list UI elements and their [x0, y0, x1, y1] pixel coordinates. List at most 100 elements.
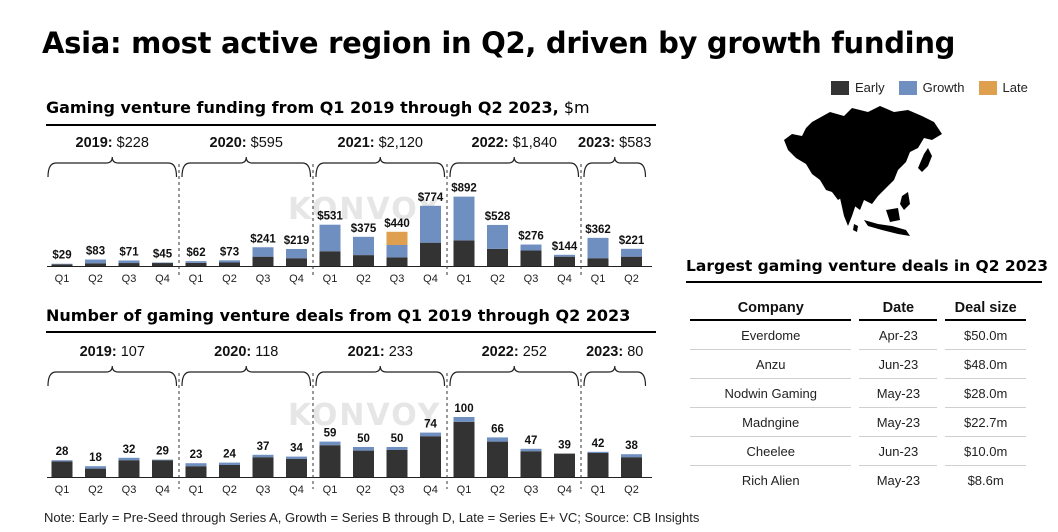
bar-segment-growth: [319, 441, 341, 446]
funding-title-rule: [46, 124, 656, 126]
bar-value-label: $71: [119, 246, 139, 258]
bar-segment-growth: [252, 454, 274, 458]
bar-segment-growth: [554, 254, 575, 257]
x-tick-label: Q1: [189, 484, 204, 496]
bar-segment-growth: [51, 460, 73, 462]
bar-value-label: 66: [491, 423, 504, 435]
year-label-year: 2022:: [482, 344, 519, 360]
bar-segment-early: [286, 258, 307, 266]
bar-value-label: 34: [290, 443, 303, 455]
bar-segment-early: [587, 258, 609, 266]
cell-company: Cheelee: [690, 437, 852, 466]
bar-segment-early: [152, 263, 173, 266]
bar-value-label: $45: [153, 249, 173, 261]
table-row: Everdome Apr-23 $50.0m: [690, 321, 1026, 350]
deals-table-rule: [686, 281, 1042, 283]
bar-value-label: 29: [156, 446, 169, 458]
x-tick-label: Q1: [591, 273, 606, 285]
year-label: 2020: 118: [214, 344, 278, 360]
table-row: Rich Alien May-23 $8.6m: [690, 466, 1026, 494]
cell-date: Jun-23: [859, 437, 938, 466]
bar-value-label: $774: [418, 192, 444, 204]
india-shape: [832, 192, 856, 226]
year-label: 2022: 252: [482, 344, 547, 360]
bar-value-label: $362: [585, 224, 611, 236]
indonesia-shape: [864, 220, 910, 236]
bar-segment-early: [118, 263, 140, 266]
asia-map-icon: [784, 106, 942, 236]
bar-value-label: 28: [56, 446, 69, 458]
x-tick-label: Q4: [155, 484, 170, 496]
bar-segment-growth: [286, 248, 307, 259]
cell-date: Apr-23: [859, 321, 938, 350]
year-label-total: 107: [117, 344, 145, 360]
legend-item-late: Late: [978, 80, 1028, 95]
funding-chart: 2019: $228 2020: $595 2021: $2,120 2022: $1…: [47, 135, 652, 285]
bar-segment-early: [51, 461, 73, 477]
year-label-year: 2022:: [472, 135, 509, 151]
year-label-year: 2023:: [578, 135, 615, 151]
year-label-year: 2019:: [76, 135, 113, 151]
bar-segment-early: [319, 251, 341, 266]
x-tick-label: Q2: [356, 484, 371, 496]
bar-value-label: 100: [454, 403, 473, 415]
bar-segment-late: [386, 231, 408, 245]
x-tick-label: Q4: [289, 273, 304, 285]
year-bracket: [449, 365, 580, 387]
table-row: Nodwin Gaming May-23 $28.0m: [690, 379, 1026, 408]
x-tick-label: Q3: [390, 273, 405, 285]
year-label: 2020: $595: [210, 135, 283, 151]
year-bracket: [583, 365, 647, 387]
bar-segment-early: [621, 256, 642, 266]
chart-legend: Early Growth Late: [831, 80, 1028, 95]
footnote: Note: Early = Pre-Seed through Series A,…: [44, 510, 700, 525]
year-label-year: 2021:: [348, 344, 385, 360]
legend-label-early: Early: [855, 80, 885, 95]
x-tick-label: Q3: [256, 273, 271, 285]
funding-chart-title: Gaming venture funding from Q1 2019 thro…: [46, 98, 590, 117]
legend-label-late: Late: [1002, 80, 1028, 95]
bar-segment-growth: [286, 456, 307, 459]
year-label-total: 118: [251, 344, 278, 360]
x-tick-label: Q3: [122, 273, 137, 285]
bar-segment-early: [252, 457, 274, 477]
year-label-total: 233: [385, 344, 413, 360]
japan-shape: [918, 148, 932, 172]
bar-segment-growth: [152, 459, 173, 461]
bar-value-label: 59: [324, 428, 337, 440]
bar-segment-early: [85, 468, 106, 477]
x-tick-label: Q1: [323, 484, 338, 496]
year-label: 2021: $2,120: [338, 135, 423, 151]
year-label-year: 2021:: [338, 135, 375, 151]
bar-segment-early: [85, 263, 106, 266]
bar-segment-growth: [85, 259, 106, 264]
x-tick-label: Q4: [557, 484, 572, 496]
cell-date: May-23: [859, 379, 938, 408]
bar-segment-growth: [621, 454, 642, 458]
legend-item-growth: Growth: [898, 80, 965, 95]
bar-segment-growth: [587, 451, 609, 453]
year-label-year: 2020:: [210, 135, 247, 151]
table-row: Cheelee Jun-23 $10.0m: [690, 437, 1026, 466]
bar-segment-growth: [386, 245, 408, 258]
x-tick-label: Q2: [490, 273, 505, 285]
bar-segment-early: [487, 441, 508, 477]
bar-segment-growth: [386, 447, 408, 450]
bar-segment-growth: [252, 247, 274, 257]
bar-segment-early: [453, 240, 475, 266]
bar-value-label: $440: [384, 218, 410, 230]
header-date: Date: [859, 296, 938, 321]
bar-segment-early: [51, 264, 73, 266]
legend-label-growth: Growth: [922, 80, 965, 95]
x-tick-label: Q3: [524, 273, 539, 285]
x-tick-label: Q4: [423, 273, 438, 285]
year-label-year: 2019:: [80, 344, 117, 360]
year-label: 2021: 233: [348, 344, 413, 360]
bar-segment-growth: [118, 457, 140, 461]
year-label-total: $2,120: [375, 135, 423, 151]
year-label-total: $228: [113, 135, 149, 151]
x-tick-label: Q2: [624, 273, 639, 285]
bar-segment-early: [319, 445, 341, 477]
bar-segment-early: [219, 465, 240, 477]
year-bracket: [449, 156, 580, 178]
